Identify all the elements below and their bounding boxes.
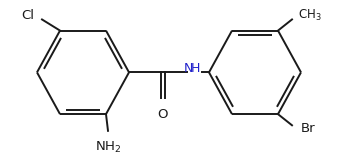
Text: CH$_3$: CH$_3$ (298, 8, 322, 23)
Text: Cl: Cl (22, 9, 34, 22)
Text: NH$_2$: NH$_2$ (95, 140, 121, 155)
Text: H: H (191, 62, 201, 75)
Text: O: O (158, 108, 168, 121)
Text: N: N (184, 62, 193, 75)
Text: Br: Br (301, 122, 315, 135)
